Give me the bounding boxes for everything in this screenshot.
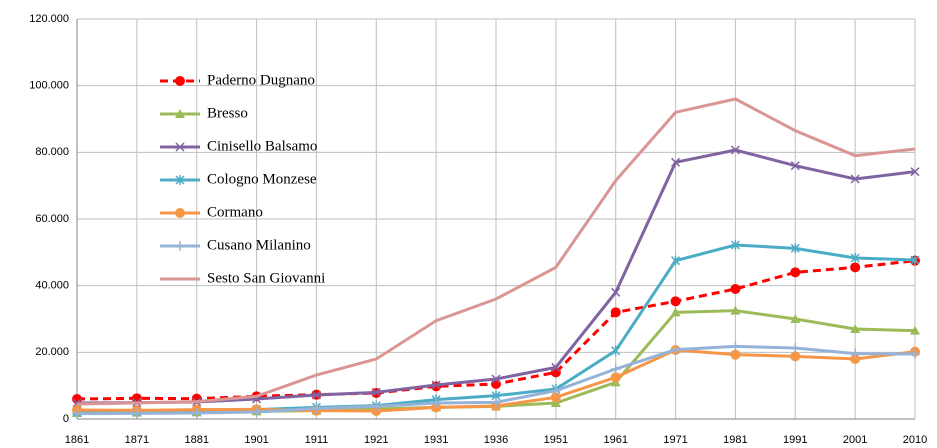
series	[76, 97, 916, 406]
data-point	[910, 349, 920, 359]
data-point	[850, 354, 861, 364]
data-point	[371, 387, 381, 397]
x-tick-label: 1871	[125, 434, 149, 446]
y-tick-label: 60.000	[35, 213, 69, 225]
x-tick-label: 2010	[903, 434, 927, 446]
data-point	[670, 344, 681, 355]
data-point	[730, 305, 741, 315]
x-tick-label: 1971	[663, 434, 687, 446]
data-point	[730, 341, 741, 352]
data-point	[910, 255, 920, 265]
data-point	[431, 398, 442, 408]
data-point	[670, 307, 681, 317]
data-point	[790, 343, 801, 353]
x-tick-label: 1921	[364, 434, 388, 446]
legend-marker	[175, 109, 185, 118]
legend-label: Sesto San Giovanni	[207, 270, 325, 286]
x-tick-label: 1961	[603, 434, 627, 446]
data-point	[550, 398, 561, 407]
data-point	[72, 408, 82, 419]
x-tick-label: 2001	[843, 434, 867, 446]
data-point	[610, 372, 621, 383]
legend-label: Cinisello Balsamo	[207, 138, 317, 154]
data-point	[850, 262, 861, 273]
y-tick-label: 20.000	[35, 346, 69, 358]
data-point	[730, 284, 741, 294]
data-point	[850, 324, 861, 333]
data-point	[611, 287, 621, 297]
data-point	[550, 385, 561, 396]
data-point	[910, 325, 920, 335]
series-line	[76, 97, 916, 406]
data-point	[491, 374, 501, 384]
x-tick-label: 1901	[244, 434, 268, 446]
legend-marker	[175, 208, 185, 218]
legend-label: Cologno Monzese	[207, 171, 317, 187]
data-point	[730, 349, 741, 360]
y-tick-label: 0	[63, 413, 69, 425]
x-tick-label: 1991	[783, 434, 807, 446]
x-tick-label: 1981	[723, 434, 747, 446]
data-point	[251, 407, 262, 417]
legend-label: Paderno Dugnano	[207, 72, 315, 88]
x-tick-label: 1911	[305, 434, 329, 446]
y-tick-label: 40.000	[35, 280, 69, 292]
x-tick-label: 1951	[544, 434, 568, 446]
data-point	[850, 348, 861, 359]
y-tick-label: 100.000	[29, 80, 69, 92]
legend-label: Cormano	[207, 204, 263, 220]
legend-marker	[175, 76, 185, 86]
data-point	[730, 145, 740, 155]
data-point	[790, 161, 800, 171]
data-point	[611, 345, 621, 356]
y-tick-label: 80.000	[35, 146, 69, 158]
data-point	[371, 401, 382, 412]
x-tick-label: 1931	[424, 434, 448, 446]
data-point	[610, 364, 621, 374]
data-point	[550, 392, 561, 403]
data-point	[131, 408, 142, 419]
legend-label: Bresso	[207, 105, 248, 121]
y-tick-label: 120.000	[29, 13, 69, 25]
data-point	[551, 362, 561, 372]
data-point	[311, 403, 322, 414]
legend-marker	[175, 241, 185, 251]
x-tick-label: 1861	[65, 434, 89, 446]
data-point	[850, 253, 860, 263]
data-point	[491, 397, 501, 408]
data-point	[850, 174, 860, 184]
x-tick-label: 1936	[484, 434, 508, 446]
data-point	[730, 240, 740, 250]
data-point	[790, 267, 801, 278]
x-tick-label: 1881	[184, 434, 208, 446]
data-point	[191, 408, 202, 418]
data-point	[671, 157, 681, 167]
legend-marker	[175, 175, 185, 185]
data-point	[670, 296, 681, 307]
data-point	[790, 351, 801, 362]
legend-label: Cusano Milanino	[207, 237, 311, 253]
data-point	[790, 243, 800, 254]
legend-marker	[175, 142, 185, 152]
data-point	[790, 314, 801, 323]
data-point	[671, 255, 681, 266]
data-point	[431, 380, 441, 390]
data-point	[311, 390, 321, 400]
data-point	[910, 167, 920, 177]
data-point	[610, 307, 621, 318]
series	[72, 341, 920, 419]
